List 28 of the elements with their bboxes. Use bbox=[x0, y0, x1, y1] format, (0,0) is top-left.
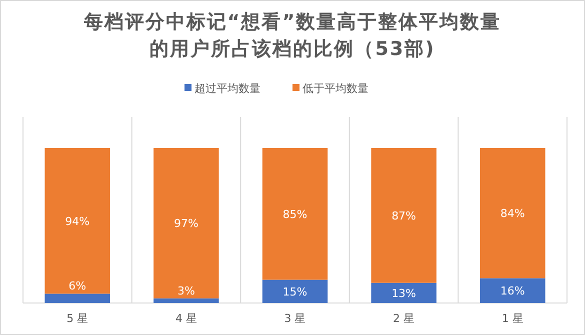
data-label: 3% bbox=[177, 284, 195, 298]
legend-label: 低于平均数量 bbox=[302, 82, 368, 95]
data-label: 97% bbox=[174, 217, 198, 230]
x-tick-label: 3 星 bbox=[284, 312, 306, 325]
bar bbox=[262, 280, 328, 303]
bar bbox=[480, 278, 546, 303]
bar bbox=[44, 148, 110, 294]
data-label: 6% bbox=[68, 280, 86, 293]
bar bbox=[371, 148, 436, 283]
bar bbox=[371, 282, 436, 303]
data-label: 15% bbox=[282, 285, 308, 298]
data-label: 16% bbox=[500, 284, 525, 298]
data-label: 13% bbox=[392, 286, 416, 300]
chart-title: 每档评分中标记“想看”数量高于整体平均数量的用户所占该档的比例（53部) bbox=[82, 11, 502, 60]
bar bbox=[262, 148, 328, 280]
data-label: 94% bbox=[65, 214, 90, 228]
bar bbox=[154, 298, 219, 303]
x-tick-label: 4 星 bbox=[175, 312, 197, 325]
x-tick-label: 2 星 bbox=[393, 312, 415, 325]
bar bbox=[154, 148, 219, 298]
x-tick-label: 5 星 bbox=[66, 312, 88, 325]
x-tick-label: 1 星 bbox=[502, 312, 524, 325]
data-label: 85% bbox=[282, 208, 308, 221]
legend-label: 超过平均数量 bbox=[194, 82, 260, 95]
data-label: 87% bbox=[392, 209, 416, 222]
bar bbox=[480, 148, 546, 278]
data-label: 84% bbox=[500, 207, 525, 220]
bar bbox=[44, 294, 110, 303]
